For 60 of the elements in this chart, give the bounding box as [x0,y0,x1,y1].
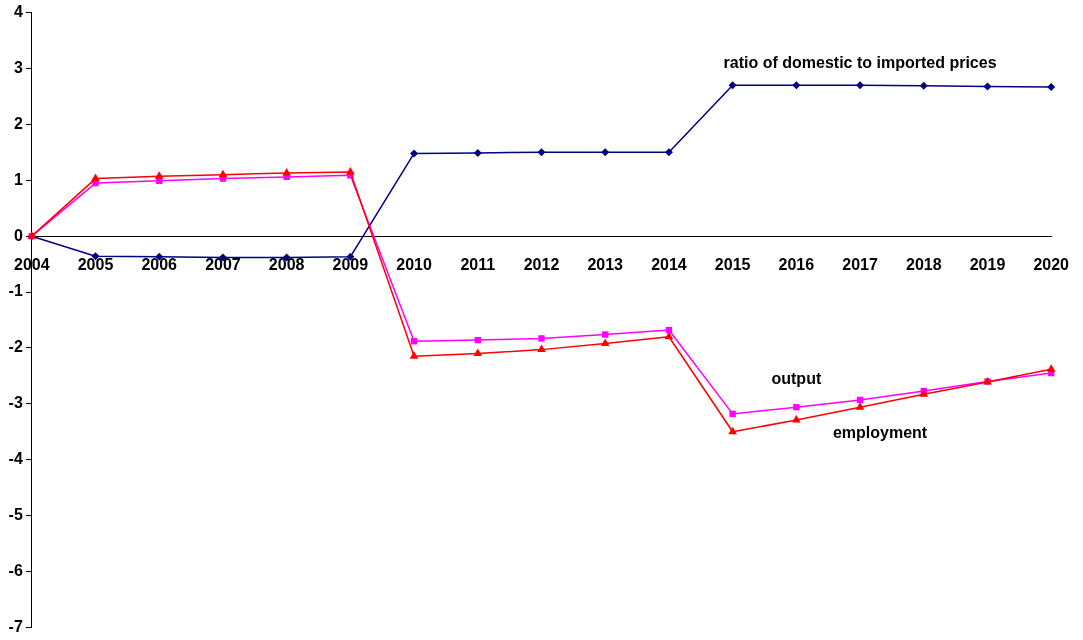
series-label: output [771,369,822,387]
y-tick-label: -7 [8,617,23,635]
y-tick-label: -1 [8,282,23,300]
y-tick-label: 2 [13,114,23,132]
point [793,404,800,411]
point [983,82,992,91]
x-tick-label: 2019 [969,256,1006,274]
y-tick-label: 4 [13,3,23,21]
x-tick-label: 2016 [778,256,815,274]
y-tick-label: -3 [8,394,23,412]
point [537,148,546,157]
point [919,81,928,90]
point [473,348,483,357]
y-tick-label: 3 [13,58,23,76]
x-tick-label: 2011 [460,256,496,274]
x-tick-label: 2015 [714,256,751,274]
point [601,148,610,157]
x-tick-label: 2006 [141,256,178,274]
x-tick-label: 2014 [651,256,687,274]
x-tick-label: 2007 [205,256,241,274]
point [600,338,610,346]
point [410,149,419,158]
point [1046,364,1056,372]
point [664,148,673,157]
x-tick-label: 2012 [523,256,560,274]
x-tick-label: 2009 [332,256,369,274]
point [602,331,609,338]
x-tick-label: 2017 [842,256,878,274]
x-tick-label: 2010 [396,256,432,274]
point [728,426,737,435]
point [729,410,736,418]
point [409,351,419,359]
y-tick-label: -4 [8,450,23,468]
point [855,402,865,410]
point [856,81,865,90]
point [282,168,291,176]
point [473,148,482,157]
point [346,166,355,175]
point [91,173,100,182]
x-tick-label: 2005 [77,256,114,274]
x-tick-label: 2008 [268,256,305,274]
y-tick-label: -2 [8,338,23,356]
point [154,171,164,179]
x-tick-label: 2020 [1033,256,1070,274]
point [792,81,801,90]
point [728,81,737,90]
y-tick-label: 1 [13,170,23,188]
series-label: employment [832,423,928,441]
y-tick-label: 0 [13,226,23,244]
point [218,169,228,178]
x-tick-label: 2013 [587,256,624,274]
y-tick-label: -6 [8,561,23,579]
point [1047,82,1056,91]
point [792,415,801,423]
point [538,335,545,342]
y-tick-label: -5 [8,506,23,524]
point [537,344,546,353]
series-label: ratio of domestic to imported prices [723,53,997,71]
point [664,331,674,340]
x-tick-label: 2018 [905,256,942,274]
